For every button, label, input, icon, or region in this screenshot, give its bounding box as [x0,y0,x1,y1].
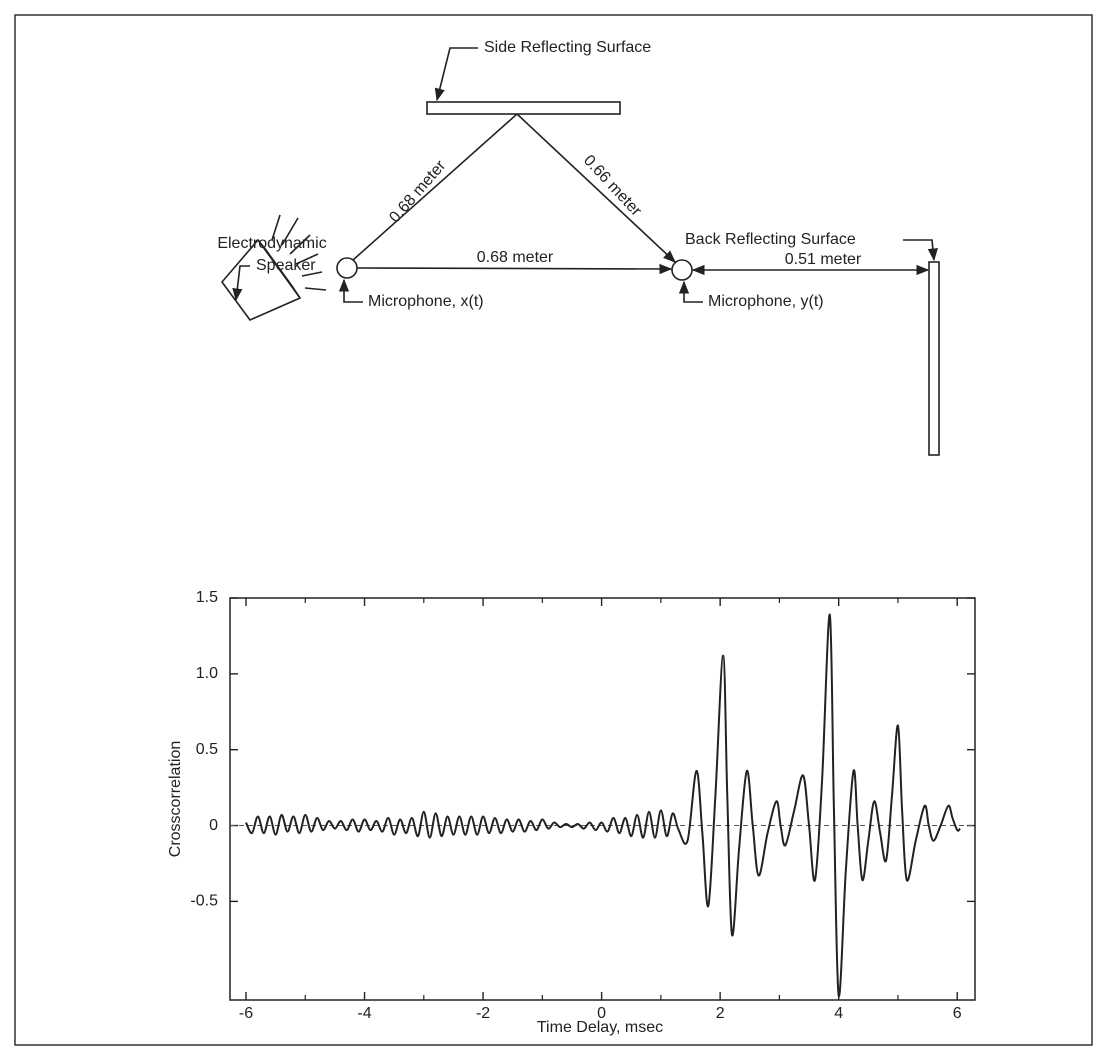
ray [289,234,311,255]
x-tick-label: -6 [239,1005,253,1022]
leader [678,280,703,303]
label: Microphone, y(t) [708,293,824,310]
path-direct [356,263,673,275]
ray [281,217,299,246]
leader [434,47,478,102]
path-right [516,113,676,263]
mic-y [671,259,693,281]
label: Back Reflecting Surface [685,231,856,248]
y-tick-label: -0.5 [190,893,218,910]
label: 0.68 meter [477,249,554,266]
path-left [352,113,518,261]
label: Microphone, x(t) [368,293,484,310]
label: 0.66 meter [580,152,645,220]
x-tick-label: 2 [716,1005,725,1022]
ray [271,214,281,241]
side-surface [426,101,621,115]
y-tick-label: 0.5 [196,741,218,758]
back-surface [928,261,940,456]
x-tick-label: 4 [834,1005,843,1022]
ray [295,253,319,265]
label: 0.51 meter [785,251,862,268]
y-axis-label: Crosscorrelation [167,741,184,857]
x-tick-label: -2 [476,1005,490,1022]
x-axis-label: Time Delay, msec [537,1019,663,1036]
data-line [245,613,961,997]
label: Electrodynamic [217,235,326,252]
x-tick-label: -4 [357,1005,371,1022]
label: 0.68 meter [386,157,449,226]
ray [301,271,323,277]
y-tick-label: 0 [209,817,218,834]
y-tick-label: 1.0 [196,665,218,682]
plot-frame [229,597,976,1001]
leader [903,239,938,262]
label: Speaker [256,257,316,274]
x-tick-label: 6 [953,1005,962,1022]
frame [14,14,1093,1046]
ray [304,287,327,291]
diagram [220,47,940,456]
leader [338,278,363,303]
mic-x [336,257,358,279]
x-tick-label: 0 [597,1005,606,1022]
y-tick-label: 1.5 [196,589,218,606]
leader [232,265,250,302]
label: Side Reflecting Surface [484,39,651,56]
speaker-face [257,239,301,299]
